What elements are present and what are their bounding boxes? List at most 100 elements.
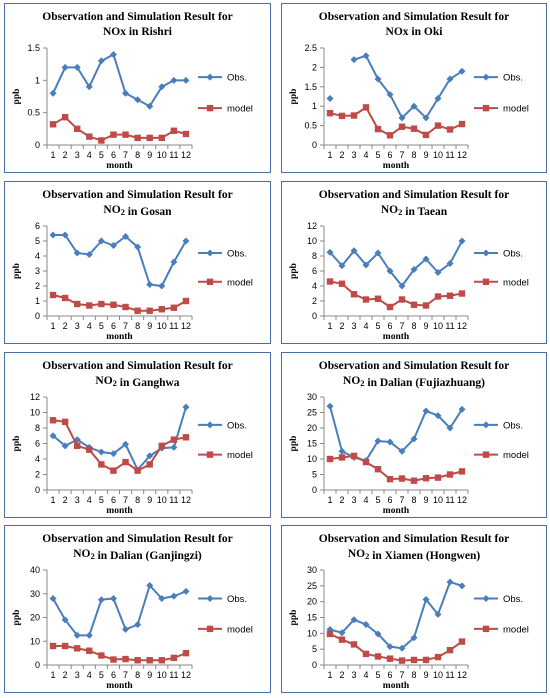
chart-title: Observation and Simulation Result for (42, 11, 232, 23)
x-tick-label: 11 (169, 495, 178, 505)
y-tick-label: 4 (312, 281, 317, 291)
x-tick-label: 4 (363, 321, 368, 331)
data-point-model (338, 280, 346, 287)
x-tick-label: 5 (99, 150, 104, 160)
data-point-model (398, 123, 406, 130)
legend-label-obs: Obs. (503, 73, 523, 84)
data-point-model (146, 307, 153, 314)
y-tick-label: 0 (35, 140, 40, 150)
x-tick-label: 9 (147, 150, 152, 160)
data-point-model (398, 296, 406, 303)
data-point-model (458, 120, 466, 128)
x-tick-label: 10 (157, 670, 167, 680)
data-point-model (74, 645, 81, 652)
data-point-model (446, 292, 454, 299)
legend-marker-model (206, 451, 214, 458)
x-tick-label: 1 (51, 670, 56, 680)
data-point-obs (122, 89, 130, 97)
data-point-model (434, 293, 442, 300)
data-point-obs (338, 629, 346, 637)
legend-label-obs: Obs. (503, 249, 523, 260)
x-tick-label: 10 (433, 495, 443, 505)
data-point-model (446, 471, 454, 478)
data-point-model (49, 121, 57, 128)
data-point-model (374, 466, 382, 473)
y-tick-label: 12 (30, 392, 40, 402)
x-tick-label: 11 (445, 321, 454, 331)
series-line-model (329, 280, 463, 309)
y-tick-label: 3 (35, 266, 40, 276)
data-point-model (134, 307, 141, 314)
x-tick-label: 9 (423, 321, 428, 331)
x-tick-label: 6 (111, 495, 116, 505)
data-point-obs (326, 94, 334, 102)
series-line-obs (52, 583, 187, 637)
y-tick-label: 30 (307, 392, 317, 402)
data-point-model (110, 131, 117, 138)
data-point-obs (458, 582, 466, 590)
x-axis-label: month (106, 161, 133, 171)
data-point-model (86, 133, 93, 140)
legend-label-obs: Obs. (227, 420, 247, 431)
chart-svg: Observation and Simulation Result for NO2… (12, 533, 253, 691)
x-tick-label: 3 (75, 150, 80, 160)
chart-svg: Observation and Simulation Result for NOx… (12, 11, 253, 171)
data-point-model (170, 436, 178, 443)
legend-marker-model (482, 451, 490, 458)
x-tick-label: 5 (375, 150, 380, 160)
data-point-model (61, 642, 69, 650)
data-point-model (134, 467, 141, 474)
chart-subtitle: NO2 in Gosan (103, 204, 172, 218)
y-tick-label: 1.5 (27, 43, 40, 53)
x-tick-label: 10 (157, 150, 167, 160)
x-tick-label: 7 (399, 670, 404, 680)
data-point-model (170, 127, 178, 134)
data-point-obs (362, 261, 370, 269)
data-point-model (410, 656, 418, 664)
data-point-model (122, 131, 129, 138)
data-point-model (350, 452, 358, 460)
x-tick-label: 5 (99, 495, 104, 505)
data-point-obs (350, 247, 358, 255)
x-tick-label: 10 (157, 495, 167, 505)
data-point-model (326, 109, 334, 117)
x-tick-label: 7 (399, 495, 404, 505)
legend-label-model: model (227, 624, 253, 635)
series-line-model (52, 419, 187, 472)
data-point-model (338, 454, 346, 461)
x-tick-label: 6 (111, 150, 116, 160)
x-tick-label: 12 (181, 670, 191, 680)
data-point-model (326, 455, 334, 463)
data-point-model (170, 304, 178, 311)
x-tick-label: 8 (135, 495, 140, 505)
legend-marker-obs (482, 595, 490, 602)
data-point-model (422, 131, 430, 139)
data-point-model (410, 477, 418, 484)
legend-marker-model (482, 278, 490, 285)
x-tick-label: 5 (375, 321, 380, 331)
y-tick-label: 10 (30, 636, 40, 646)
data-point-obs (122, 440, 130, 448)
data-point-obs (49, 595, 57, 602)
data-point-obs (170, 443, 178, 451)
data-point-obs (122, 233, 130, 240)
data-point-obs (386, 643, 394, 651)
x-tick-label: 7 (399, 321, 404, 331)
data-point-obs (458, 237, 466, 245)
chart-subtitle: NOx in Rishri (103, 26, 173, 38)
legend-marker-obs (206, 73, 214, 81)
data-point-model (458, 290, 466, 297)
x-tick-label: 4 (363, 150, 368, 160)
data-point-model (398, 475, 406, 482)
data-point-obs (386, 267, 394, 275)
legend-marker-model (206, 104, 214, 112)
x-tick-label: 11 (445, 495, 454, 505)
x-tick-label: 8 (411, 150, 416, 160)
x-tick-label: 8 (411, 495, 416, 505)
data-point-obs (61, 63, 69, 71)
x-tick-label: 1 (327, 321, 332, 331)
y-tick-label: 0 (312, 485, 317, 495)
x-tick-label: 7 (399, 150, 404, 160)
y-tick-label: 4 (35, 251, 40, 261)
data-point-obs (49, 89, 57, 97)
